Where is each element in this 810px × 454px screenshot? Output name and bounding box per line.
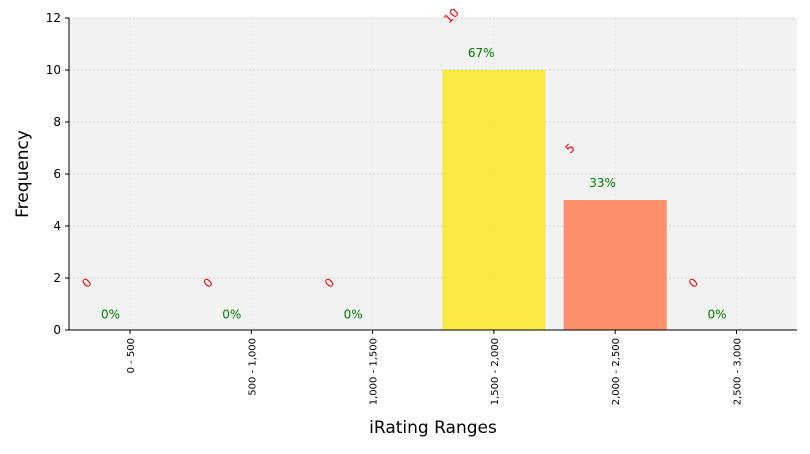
y-tick-label: 8 (53, 115, 61, 129)
bars (442, 70, 667, 330)
percent-label: 0% (344, 307, 363, 321)
y-tick-label: 2 (53, 271, 61, 285)
x-tick-label: 500 - 1,000 (247, 338, 258, 396)
percent-label: 33% (589, 176, 616, 190)
x-axis-title: iRating Ranges (369, 418, 497, 438)
percent-label: 0% (101, 307, 120, 321)
x-tick-label: 2,000 - 2,500 (611, 338, 622, 405)
x-tick-label: 1,500 - 2,000 (490, 338, 501, 405)
bar-2-000-2-500 (563, 200, 667, 330)
x-tick-label: 1,000 - 1,500 (369, 338, 380, 405)
x-tick-label: 0 - 500 (126, 338, 137, 373)
axes: 0 2 4 6 8 10 12 0 - 500 500 - 1,000 1,000 - 1,500… (46, 11, 797, 405)
y-tick-label: 0 (53, 323, 61, 337)
x-tick-label: 2,500 - 3,000 (733, 338, 744, 405)
y-axis-title: Frequency (13, 130, 33, 218)
y-tick-label: 10 (46, 63, 61, 77)
percent-label: 67% (468, 46, 495, 60)
percent-label: 0% (222, 307, 241, 321)
bar-1-500-2-000 (442, 70, 546, 330)
percent-label: 0% (708, 307, 727, 321)
y-tick-label: 6 (53, 167, 61, 181)
y-tick-label: 12 (46, 11, 61, 25)
y-tick-label: 4 (53, 219, 61, 233)
